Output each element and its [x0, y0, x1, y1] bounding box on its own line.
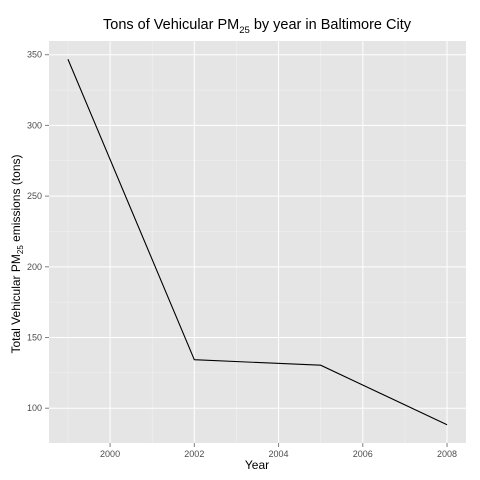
chart-title: Tons of Vehicular PM25 by year in Baltim…	[103, 17, 412, 36]
y-tick-label: 250	[27, 191, 42, 201]
x-tick-label: 2004	[269, 449, 289, 459]
plot-panel	[49, 41, 466, 443]
x-axis: 2000 2002 2004 2006 2008	[100, 443, 457, 459]
y-tick-label: 150	[27, 333, 42, 343]
x-tick-label: 2002	[184, 449, 204, 459]
y-tick-label: 200	[27, 262, 42, 272]
y-axis-title: Total Vehicular PM25 emissions (tons)	[9, 155, 25, 354]
x-axis-title: Year	[245, 458, 269, 472]
x-tick-label: 2006	[353, 449, 373, 459]
x-tick-label: 2000	[100, 449, 120, 459]
minor-gridlines	[49, 41, 466, 443]
major-gridlines	[49, 41, 466, 443]
y-tick-label: 350	[27, 50, 42, 60]
x-tick-label: 2008	[437, 449, 457, 459]
y-tick-label: 300	[27, 120, 42, 130]
y-axis: 100 150 200 250 300 350	[27, 50, 49, 413]
series-line	[67, 59, 448, 426]
series-layer	[67, 59, 448, 426]
y-tick-label: 100	[27, 403, 42, 413]
